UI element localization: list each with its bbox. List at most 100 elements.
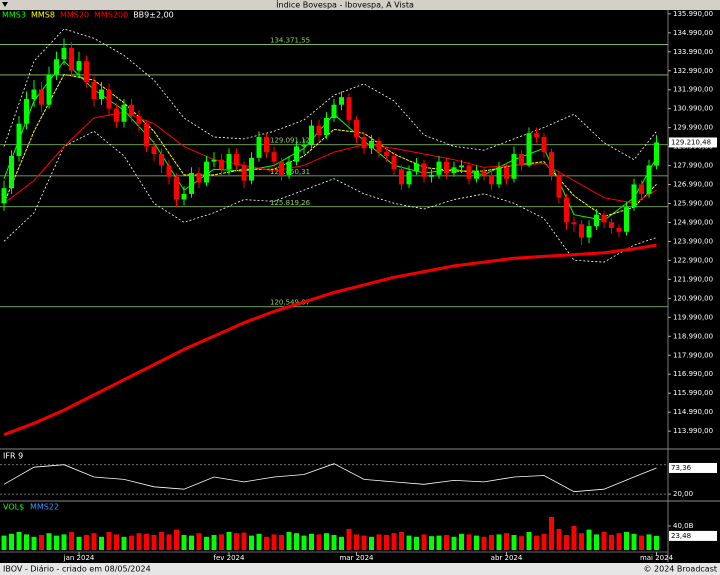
candle-body (571, 222, 577, 225)
volume-bar (421, 534, 427, 550)
y-tick-label: 134.990,00 (673, 29, 713, 37)
y-tick-label: 133.990,00 (673, 48, 713, 56)
candle-body (331, 104, 337, 118)
candle-body (324, 118, 329, 136)
candle-body (459, 165, 464, 168)
volume-bar (264, 536, 269, 550)
volume-bar (406, 535, 412, 550)
candle-body (361, 136, 367, 149)
candle-body (234, 154, 239, 166)
candle-body (1, 188, 7, 204)
candle-body (594, 214, 599, 227)
volume-y-tick-label: 40,0B (673, 522, 694, 530)
candle-body (174, 176, 179, 200)
title-bar (0, 0, 720, 10)
candle-body (76, 61, 82, 71)
volume-bar (9, 533, 14, 550)
candle-body (39, 89, 44, 105)
volume-bar (624, 532, 629, 550)
candle-body (84, 61, 89, 82)
volume-bar (54, 535, 59, 550)
volume-bar (331, 535, 337, 550)
candle-body (46, 74, 52, 105)
candle-body (286, 161, 292, 175)
volume-bar (1, 535, 7, 550)
candle-body (564, 197, 569, 223)
volume-bar (159, 532, 164, 550)
y-tick-label: 125.990,00 (673, 200, 713, 208)
candle-body (256, 136, 262, 158)
y-tick-label: 117.990,00 (673, 351, 713, 359)
rsi-title: IFR 9 (3, 452, 23, 461)
last-price-tag: 129.210,48 (671, 138, 711, 146)
y-tick-label: 113.990,00 (673, 427, 713, 435)
menu-icon[interactable] (2, 2, 8, 7)
candle-body (181, 193, 187, 200)
candle-body (586, 226, 592, 238)
candle-body (489, 174, 494, 185)
y-tick-label: 118.990,00 (673, 332, 713, 340)
candle-body (474, 171, 479, 179)
volume-bar (586, 529, 592, 550)
candle-body (376, 140, 382, 153)
candle-body (159, 154, 164, 166)
volume-bar (151, 535, 157, 550)
y-tick-label: 122.990,00 (673, 256, 713, 264)
candle-body (31, 89, 37, 100)
volume-bar (16, 532, 22, 550)
y-tick-label: 131.990,00 (673, 86, 713, 94)
candle-body (444, 161, 449, 173)
y-tick-label: 124.990,00 (673, 219, 713, 227)
volume-bar (121, 536, 127, 550)
volume-bar (114, 534, 119, 550)
candle-body (249, 157, 254, 181)
volume-bar (219, 534, 224, 550)
legend-entry: MMS8 (31, 11, 55, 20)
y-tick-label: 132.990,00 (673, 67, 713, 75)
volume-bar (399, 532, 404, 550)
x-tick-label: mai 2024 (640, 554, 674, 562)
y-tick-label: 130.990,00 (673, 105, 713, 113)
volume-bar (376, 534, 382, 550)
candle-body (391, 155, 397, 170)
candle-body (166, 165, 172, 177)
volume-bar (556, 529, 562, 550)
volume-title: VOL$ (3, 503, 24, 512)
y-tick-label: 123.990,00 (673, 237, 713, 245)
last-price-tag-box (669, 137, 717, 148)
candle-body (61, 47, 67, 60)
candle-body (294, 146, 299, 162)
candle-body (384, 152, 389, 156)
candle-body (609, 222, 614, 228)
candle-body (481, 171, 487, 175)
y-tick-label: 135.990,00 (673, 10, 713, 18)
volume-bar (136, 533, 142, 550)
volume-bar (181, 535, 187, 550)
candle-body (534, 133, 539, 137)
candle-body (189, 173, 194, 194)
candle-body (601, 214, 607, 223)
volume-bar (301, 535, 307, 550)
volume-bar (639, 535, 644, 550)
candle-body (556, 174, 562, 198)
candle-body (144, 123, 149, 147)
volume-bar (196, 533, 202, 550)
volume-bar (241, 532, 247, 550)
volume-bar (271, 534, 277, 550)
volume-bar (166, 534, 172, 550)
candle-body (406, 171, 412, 185)
candle-body (414, 163, 419, 172)
candle-body (271, 152, 277, 162)
y-tick-label: 127.990,00 (673, 162, 713, 170)
volume-bar (519, 536, 524, 550)
volume-bar (601, 532, 607, 550)
volume-bar (429, 536, 434, 550)
volume-bar (189, 535, 194, 550)
volume-bar (361, 535, 367, 550)
volume-bar (444, 535, 449, 550)
candle-body (436, 161, 442, 175)
volume-bar (489, 535, 494, 550)
candle-body (654, 142, 659, 166)
y-tick-label: 120.990,00 (673, 294, 713, 302)
volume-bar (631, 533, 637, 550)
